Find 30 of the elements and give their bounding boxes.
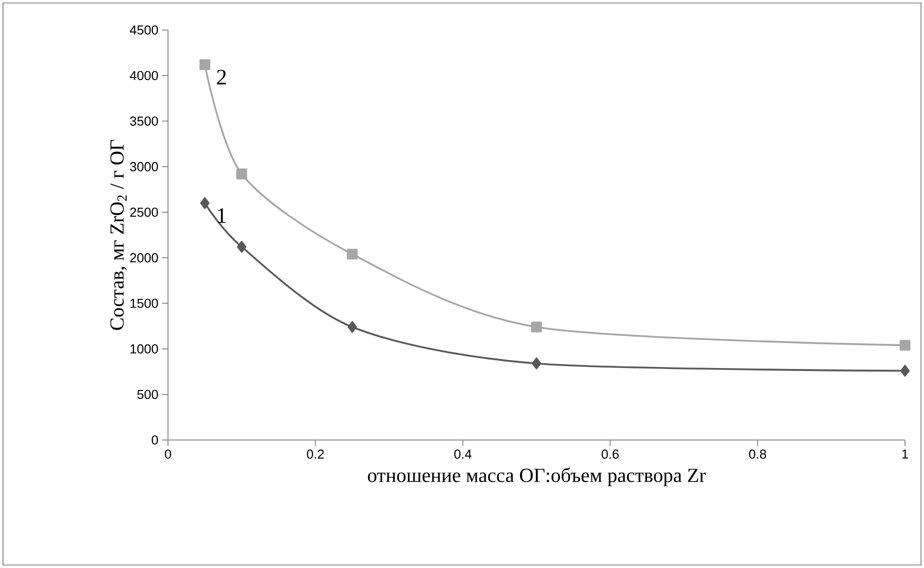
y-tick-label: 4500 — [130, 25, 158, 35]
point — [346, 248, 358, 260]
point — [200, 197, 210, 210]
point — [236, 168, 248, 180]
point — [348, 321, 357, 333]
y-tick-label: 3500 — [130, 116, 158, 126]
series-label: 2 — [217, 70, 226, 84]
y-tick-label: 1000 — [130, 344, 158, 354]
x-tick-label: 0.4 — [454, 450, 472, 459]
y-tick-label: 2500 — [130, 208, 158, 217]
x-tick-label: 0.2 — [306, 450, 324, 459]
point — [900, 364, 910, 377]
point — [531, 322, 542, 332]
y-tick-label: 2000 — [130, 253, 158, 262]
series-label: 1 — [218, 208, 226, 223]
y-axis-title: Состав, мг ZrO$_{2}$ / г ОГ — [110, 140, 127, 330]
x-tick-label: 0.6 — [602, 450, 619, 459]
y-tick-label: 1500 — [130, 298, 158, 308]
x-tick-label: 1 — [902, 450, 908, 458]
y-tick-label: 4000 — [130, 70, 158, 80]
x-tick-label: 0 — [164, 450, 172, 459]
x-tick-label: 0.8 — [749, 450, 766, 459]
point — [900, 340, 910, 351]
point — [237, 240, 246, 253]
point — [199, 59, 210, 70]
y-tick-label: 500 — [137, 390, 158, 400]
y-tick-label: 3000 — [130, 162, 158, 172]
y-tick-label: 0 — [152, 435, 158, 445]
point — [532, 358, 542, 370]
x-axis-title: отношение масса ОГ:объем раствора Zr — [368, 468, 706, 486]
